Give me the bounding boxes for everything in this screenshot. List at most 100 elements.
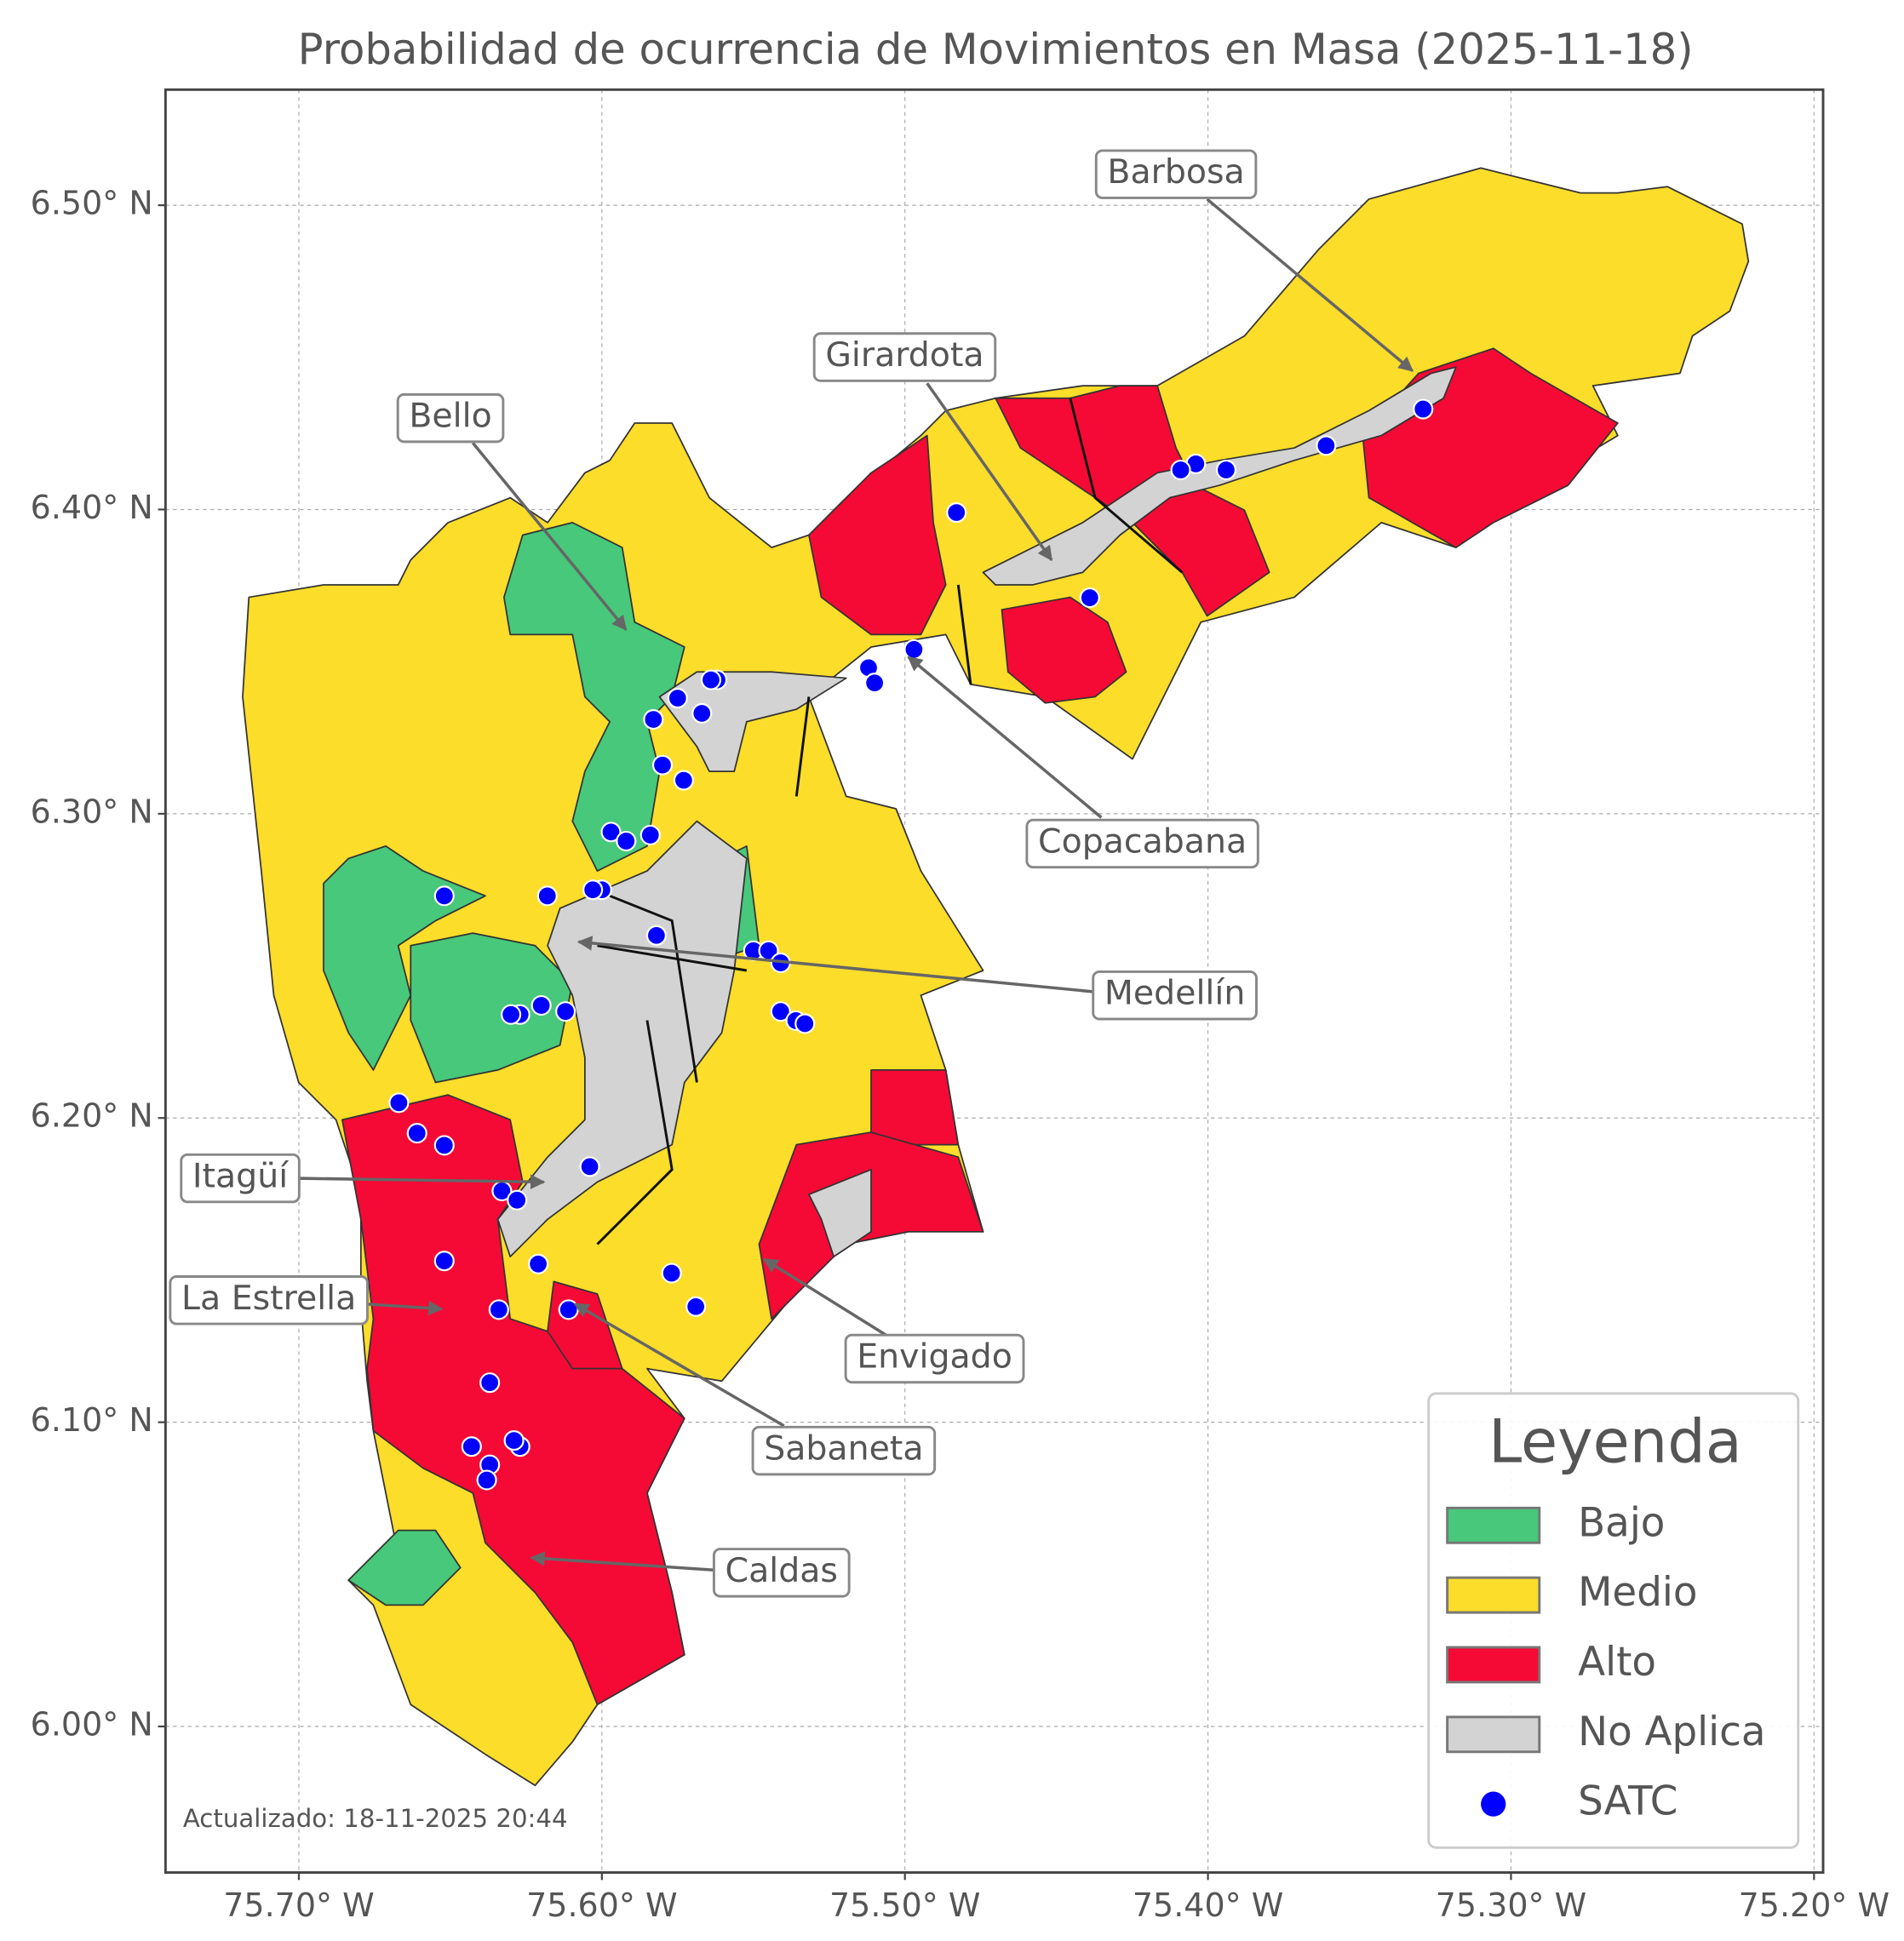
annotation-box [169, 1275, 369, 1325]
annotation-box [1025, 818, 1259, 869]
annotation-box [396, 392, 505, 444]
x-tick-label: 75.20° W [1739, 1887, 1890, 1924]
satc-point [685, 1296, 707, 1317]
annotation-label: Bello [409, 397, 491, 436]
region [341, 1094, 685, 1706]
satc-point [673, 770, 694, 791]
x-tick-label: 75.70° W [223, 1887, 374, 1924]
y-tick-label: 6.10° N [31, 1401, 153, 1439]
satc-point [691, 702, 713, 724]
satc-point [667, 688, 688, 709]
region [410, 932, 574, 1084]
satc-point [794, 1013, 816, 1034]
annotation-arrow [907, 656, 1103, 819]
satc-point [600, 822, 622, 843]
annotation-box [751, 1425, 937, 1476]
annotation-label: Copacabana [1038, 822, 1247, 861]
legend-title: Leyenda [1488, 1406, 1742, 1476]
satc-point [1316, 435, 1337, 456]
annotation-box [812, 332, 997, 382]
annotation-box [1092, 970, 1258, 1021]
y-tick-label: 6.40° N [31, 489, 153, 526]
region [870, 1069, 960, 1146]
x-tick-label: 75.50° W [829, 1887, 980, 1924]
region [808, 434, 947, 636]
annotation-box [844, 1333, 1025, 1384]
x-tick-label: 75.40° W [1133, 1887, 1283, 1924]
region [808, 1168, 872, 1258]
annotation-label: La Estrella [181, 1279, 356, 1318]
legend-swatch [1446, 1646, 1541, 1684]
y-tick-label: 6.20° N [31, 1097, 153, 1135]
annotation-arrow [471, 442, 628, 631]
annotation-label: Sabaneta [764, 1429, 923, 1469]
satc-point [661, 1263, 682, 1284]
map-title: Probabilidad de ocurrencia de Movimiento… [298, 25, 1694, 74]
satc-point [1079, 587, 1100, 609]
satc-point [530, 994, 552, 1016]
y-tick-label: 6.30° N [31, 793, 153, 830]
annotation-box [180, 1153, 301, 1204]
satc-point [555, 1001, 576, 1022]
legend-label: Bajo [1578, 1500, 1665, 1546]
satc-point [507, 1189, 528, 1211]
y-tick-label: 6.00° N [31, 1706, 153, 1743]
region [1001, 596, 1127, 704]
satc-point [643, 709, 664, 730]
satc-point [700, 669, 722, 690]
region [496, 820, 748, 1258]
annotation-arrow [1206, 198, 1414, 372]
satc-point [536, 885, 558, 907]
legend-swatch [1446, 1715, 1541, 1754]
annotation-arrow [295, 1174, 546, 1189]
legend-swatch [1446, 1576, 1541, 1614]
satc-point [388, 1092, 410, 1114]
satc-point [433, 1251, 455, 1272]
legend-label: Alto [1578, 1640, 1656, 1686]
satc-point [479, 1372, 501, 1394]
satc-point [476, 1469, 497, 1491]
satc-point [1170, 459, 1191, 481]
satc-point [558, 1299, 579, 1320]
satc-point [864, 673, 886, 694]
annotation-box [1094, 149, 1258, 199]
satc-point [503, 1430, 525, 1451]
satc-point [433, 1135, 455, 1156]
legend-swatch [1446, 1506, 1541, 1544]
satc-point [582, 879, 604, 901]
annotation-arrow [762, 1257, 887, 1337]
annotation-arrow [363, 1300, 444, 1316]
satc-point [501, 1004, 522, 1025]
municipal-border [596, 398, 1184, 1245]
annotation-box [712, 1548, 851, 1598]
region [658, 671, 847, 773]
satc-point [433, 885, 455, 907]
annotation-label: Girardota [825, 335, 984, 375]
annotation-arrow [576, 936, 1093, 993]
legend-label: Medio [1578, 1570, 1697, 1616]
annotation-label: Medellín [1104, 974, 1245, 1013]
annotation-label: Barbosa [1107, 152, 1244, 192]
x-tick-label: 75.60° W [526, 1887, 677, 1924]
regions [242, 167, 1750, 1787]
legend-label: SATC [1578, 1779, 1677, 1825]
annotation-label: Caldas [725, 1551, 838, 1590]
annotation-label: Itagüí [192, 1157, 289, 1196]
satc-point [903, 638, 925, 660]
satc-point [651, 754, 674, 776]
updated-note: Actualizado: 18-11-2025 20:44 [183, 1804, 568, 1833]
map-frame [163, 88, 1825, 1875]
satc-point [770, 1001, 791, 1022]
satc-point [946, 502, 967, 524]
annotation-label: Envigado [857, 1337, 1012, 1376]
annotation-arrow [926, 382, 1053, 562]
satc-point [579, 1156, 600, 1177]
satc-point [461, 1436, 482, 1457]
satc-point [406, 1123, 427, 1144]
region [503, 522, 685, 872]
satc-point [1413, 398, 1434, 420]
satc-point [528, 1253, 549, 1274]
x-tick-label: 75.30° W [1436, 1887, 1586, 1924]
